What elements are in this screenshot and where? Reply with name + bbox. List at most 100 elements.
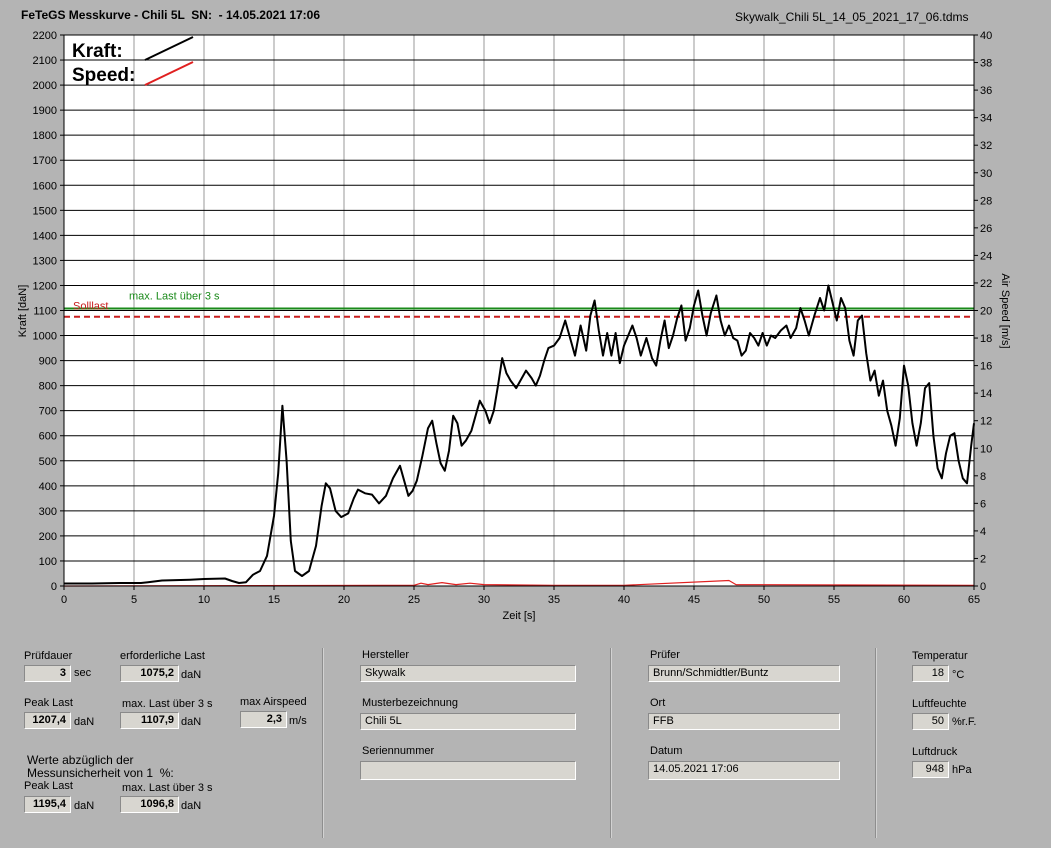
- y-tick-label: 2100: [33, 55, 57, 67]
- x-tick-label: 50: [758, 594, 770, 606]
- y2-tick-label: 20: [980, 306, 992, 318]
- seriennummer-label: Seriennummer: [362, 745, 435, 757]
- erforderliche-last-value: 1075,2: [120, 665, 179, 682]
- max-airspeed-value: 2,3: [240, 711, 287, 728]
- luftfeuchte-label: Luftfeuchte: [912, 698, 967, 710]
- window-title: FeTeGS Messkurve - Chili 5L SN: - 14.05.…: [21, 8, 321, 22]
- force-speed-chart: 0100200300400500600700800900100011001200…: [17, 30, 1011, 622]
- datum-label: Datum: [650, 745, 683, 757]
- y-tick-label: 1800: [33, 130, 57, 142]
- temperatur-unit: °C: [952, 669, 965, 681]
- max-last-3s-value: 1107,9: [120, 712, 179, 729]
- speed-series-line: [63, 579, 975, 587]
- erforderliche-last-label: erforderliche Last: [120, 650, 205, 662]
- y2-tick-label: 18: [980, 333, 992, 345]
- y2-tick-label: 10: [980, 443, 992, 455]
- legend-swatch-speed: [144, 61, 194, 86]
- ort-label: Ort: [650, 697, 666, 709]
- legend-label-kraft: Kraft:: [72, 41, 123, 62]
- y-tick-label: 900: [39, 356, 57, 368]
- ort-field[interactable]: FFB: [648, 713, 840, 730]
- luftdruck-label: Luftdruck: [912, 746, 958, 758]
- y-tick-label: 300: [39, 506, 57, 518]
- y-tick-label: 400: [39, 481, 57, 493]
- y-tick-label: 1200: [33, 280, 57, 292]
- max-airspeed-unit: m/s: [289, 715, 307, 727]
- x-tick-label: 30: [478, 594, 490, 606]
- y2-tick-label: 28: [980, 195, 992, 207]
- x-tick-label: 45: [688, 594, 700, 606]
- luftdruck-value: 948: [912, 761, 949, 778]
- panel-separator-2: [610, 648, 612, 838]
- measurement-uncertainty-note: Werte abzüglich der Messunsicherheit von…: [27, 753, 174, 780]
- x-tick-label: 10: [198, 594, 210, 606]
- x-tick-label: 15: [268, 594, 280, 606]
- reference-line-label: max. Last über 3 s: [129, 291, 220, 303]
- x-tick-label: 40: [618, 594, 630, 606]
- y-tick-label: 1400: [33, 230, 57, 242]
- y-tick-label: 1900: [33, 105, 57, 117]
- y-tick-label: 200: [39, 531, 57, 543]
- x-tick-label: 5: [131, 594, 137, 606]
- luftfeuchte-unit: %r.F.: [952, 716, 977, 728]
- peak-last-adjusted-value: 1195,4: [24, 796, 71, 813]
- y2-tick-label: 32: [980, 140, 992, 152]
- y2-tick-label: 6: [980, 498, 986, 510]
- x-tick-label: 55: [828, 594, 840, 606]
- temperatur-label: Temperatur: [912, 650, 968, 662]
- x-axis-label: Zeit [s]: [502, 610, 535, 622]
- y2-tick-label: 34: [980, 113, 992, 125]
- y2-tick-label: 0: [980, 581, 986, 593]
- hersteller-field[interactable]: Skywalk: [360, 665, 576, 682]
- y-tick-label: 0: [51, 581, 57, 593]
- chart-legend: Kraft: Speed:: [72, 36, 194, 86]
- pruefer-field[interactable]: Brunn/Schmidtler/Buntz: [648, 665, 840, 682]
- musterbezeichnung-label: Musterbezeichnung: [362, 697, 459, 709]
- max-airspeed-label: max Airspeed: [240, 696, 307, 708]
- y2-tick-label: 38: [980, 58, 992, 70]
- y2-tick-label: 14: [980, 388, 992, 400]
- y-tick-label: 2200: [33, 30, 57, 42]
- y-tick-label: 800: [39, 381, 57, 393]
- y-tick-label: 600: [39, 431, 57, 443]
- datum-field[interactable]: 14.05.2021 17:06: [648, 761, 840, 780]
- peak-last-value: 1207,4: [24, 712, 71, 729]
- y-tick-label: 1500: [33, 205, 57, 217]
- max-last-3s-adjusted-label: max. Last über 3 s: [122, 782, 213, 794]
- x-tick-label: 35: [548, 594, 560, 606]
- y-tick-label: 500: [39, 456, 57, 468]
- erforderliche-last-unit: daN: [181, 669, 202, 681]
- peak-last-adjusted-label: Peak Last: [24, 780, 73, 792]
- legend-swatch-kraft: [144, 36, 194, 61]
- y2-tick-label: 22: [980, 278, 992, 290]
- musterbezeichnung-field[interactable]: Chili 5L: [360, 713, 576, 730]
- x-tick-label: 20: [338, 594, 350, 606]
- y-axis-label: Kraft [daN]: [17, 285, 29, 338]
- x-tick-label: 60: [898, 594, 910, 606]
- y2-tick-label: 30: [980, 168, 992, 180]
- y-tick-label: 700: [39, 406, 57, 418]
- max-last-3s-adjusted-unit: daN: [181, 800, 202, 812]
- temperatur-value: 18: [912, 665, 949, 682]
- seriennummer-field[interactable]: [360, 761, 576, 780]
- max-last-3s-adjusted-value: 1096,8: [120, 796, 179, 813]
- y-tick-label: 1700: [33, 155, 57, 167]
- pruefdauer-unit: sec: [74, 667, 92, 679]
- y-tick-label: 1000: [33, 331, 57, 343]
- pruefdauer-value: 3: [24, 665, 71, 682]
- y2-axis-label: Air Speed [m/s]: [999, 273, 1011, 348]
- kraft-series-line: [64, 284, 975, 585]
- hersteller-label: Hersteller: [362, 649, 410, 661]
- file-name: Skywalk_Chili 5L_14_05_2021_17_06.tdms: [735, 10, 969, 24]
- y2-tick-label: 12: [980, 416, 992, 428]
- peak-last-label: Peak Last: [24, 697, 73, 709]
- pruefer-label: Prüfer: [650, 649, 680, 661]
- max-last-3s-unit: daN: [181, 716, 202, 728]
- y2-tick-label: 24: [980, 250, 992, 262]
- panel-separator-3: [875, 648, 877, 838]
- luftdruck-unit: hPa: [952, 764, 972, 776]
- y2-tick-label: 36: [980, 85, 992, 97]
- y-tick-label: 1600: [33, 180, 57, 192]
- y2-tick-label: 2: [980, 553, 986, 565]
- luftfeuchte-value: 50: [912, 713, 949, 730]
